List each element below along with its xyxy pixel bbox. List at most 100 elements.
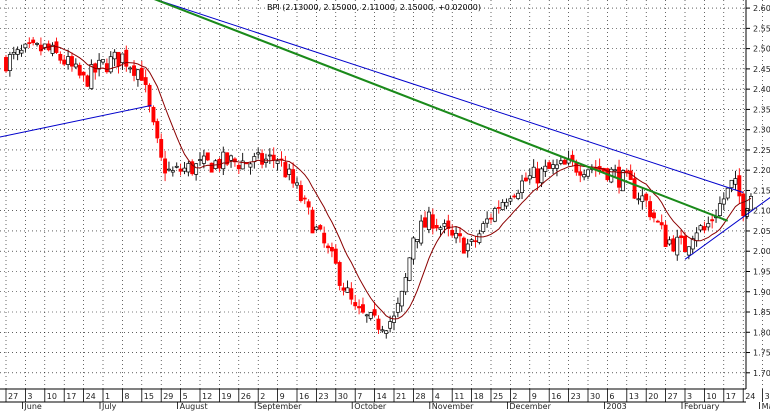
candle-body bbox=[62, 59, 67, 65]
candle-body bbox=[132, 65, 136, 76]
candle-body bbox=[492, 208, 497, 222]
candle-body bbox=[640, 195, 645, 202]
candle-body bbox=[442, 223, 447, 227]
candle-body bbox=[721, 198, 726, 205]
x-tick-label: 10 bbox=[706, 392, 716, 401]
y-tick-label: 2.35 bbox=[753, 105, 770, 114]
x-tick-label: 18 bbox=[474, 392, 484, 401]
candle-body bbox=[489, 217, 493, 220]
candle-body bbox=[167, 168, 171, 171]
candle-body bbox=[256, 152, 261, 155]
candle-body bbox=[547, 162, 552, 169]
x-tick-label: 21 bbox=[396, 392, 406, 401]
candle-body bbox=[508, 198, 513, 202]
candle-body bbox=[558, 160, 563, 164]
candle-body bbox=[450, 229, 455, 236]
y-tick-label: 2.45 bbox=[753, 65, 770, 74]
candle-body bbox=[667, 239, 672, 245]
candle-body bbox=[326, 245, 330, 249]
candle-body bbox=[671, 238, 676, 252]
candle-body bbox=[648, 201, 653, 218]
candle-body bbox=[380, 329, 385, 332]
candle-body bbox=[368, 312, 373, 319]
x-tick-label: 2 bbox=[260, 392, 265, 401]
x-tick-label: 3 bbox=[27, 392, 32, 401]
y-tick-label: 2.05 bbox=[753, 227, 770, 236]
y-tick-label: 2.40 bbox=[753, 85, 770, 94]
candle-body bbox=[116, 51, 121, 67]
moving-average-line bbox=[40, 45, 752, 320]
x-tick-label: 3 bbox=[687, 392, 692, 401]
candle-body bbox=[260, 153, 265, 165]
candle-body bbox=[27, 42, 32, 44]
x-tick-label: 6 bbox=[609, 392, 614, 401]
candle-body bbox=[423, 217, 427, 228]
month-label: November bbox=[432, 402, 474, 411]
candle-body bbox=[461, 237, 466, 254]
candle-body bbox=[19, 49, 24, 54]
candle-body bbox=[733, 178, 738, 185]
candle-body bbox=[454, 232, 459, 239]
candle-body bbox=[314, 226, 319, 231]
candle-body bbox=[151, 106, 156, 123]
y-tick-label: 1.70 bbox=[753, 369, 770, 378]
x-tick-label: 4 bbox=[435, 392, 440, 401]
candle-body bbox=[504, 201, 509, 207]
candle-body bbox=[318, 225, 323, 230]
x-tick-label: 1 bbox=[105, 392, 110, 401]
trendline bbox=[153, 0, 729, 222]
trendline bbox=[156, 0, 744, 193]
month-label: 2003 bbox=[606, 402, 626, 411]
candle-body bbox=[271, 154, 276, 161]
candle-body bbox=[551, 164, 556, 169]
candle-body bbox=[190, 161, 195, 175]
candle-body bbox=[458, 233, 462, 237]
candle-body bbox=[411, 237, 416, 260]
x-tick-label: 17 bbox=[66, 392, 76, 401]
x-tick-label: 27 bbox=[8, 392, 18, 401]
candle-body bbox=[543, 165, 548, 172]
candle-body bbox=[104, 63, 109, 73]
candle-body bbox=[372, 309, 377, 316]
candle-body bbox=[267, 154, 272, 157]
candle-body bbox=[283, 162, 288, 178]
candle-body bbox=[749, 195, 753, 211]
candle-body bbox=[345, 287, 350, 293]
candle-body bbox=[636, 198, 641, 201]
candle-body bbox=[364, 314, 369, 317]
candle-body bbox=[232, 158, 237, 163]
candle-body bbox=[469, 239, 474, 242]
candle-body bbox=[725, 187, 730, 199]
candle-body bbox=[349, 288, 354, 300]
candle-body bbox=[112, 51, 117, 60]
candle-body bbox=[50, 44, 55, 54]
candle-body bbox=[81, 71, 86, 76]
trendlines-group bbox=[0, 0, 770, 260]
x-tick-label: 30 bbox=[338, 392, 348, 401]
candle-body bbox=[70, 56, 74, 67]
candle-body bbox=[399, 290, 404, 307]
candle-body bbox=[353, 302, 358, 307]
candle-body bbox=[395, 302, 400, 313]
candle-body bbox=[361, 304, 365, 313]
candle-body bbox=[58, 53, 63, 61]
month-label: July bbox=[101, 402, 117, 411]
y-tick-label: 2.15 bbox=[753, 186, 770, 195]
candle-body bbox=[737, 175, 742, 197]
candle-body bbox=[652, 212, 656, 219]
y-tick-label: 1.85 bbox=[753, 308, 770, 317]
x-tick-label: 16 bbox=[551, 392, 561, 401]
candle-body bbox=[562, 159, 567, 165]
candle-body bbox=[4, 57, 8, 72]
x-tick-label: 29 bbox=[163, 392, 173, 401]
x-tick-label: 23 bbox=[571, 392, 581, 401]
x-tick-label: 13 bbox=[629, 392, 639, 401]
x-tick-label: 30 bbox=[590, 392, 600, 401]
candle-body bbox=[481, 223, 486, 233]
candle-body bbox=[679, 235, 684, 239]
candle-body bbox=[85, 75, 90, 87]
candle-body bbox=[710, 219, 715, 222]
candle-body bbox=[236, 164, 241, 170]
